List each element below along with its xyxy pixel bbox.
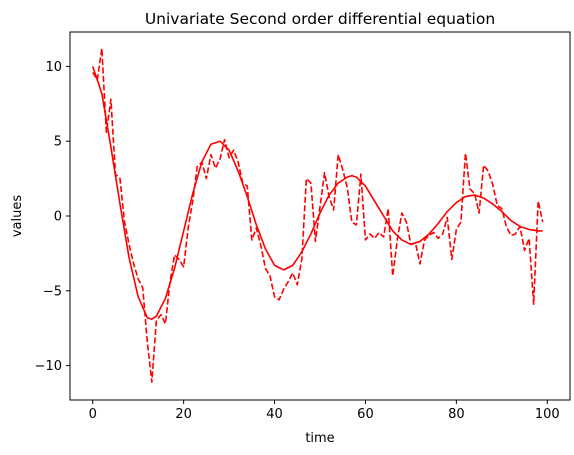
- x-tick-label: 0: [89, 407, 97, 422]
- series-line-1-solid: [91, 66, 543, 321]
- series-line-2-dashed: [92, 47, 544, 383]
- series-layer: [91, 47, 544, 383]
- x-tick-label: 100: [535, 407, 560, 422]
- x-axis-label: time: [305, 431, 334, 446]
- plot-area-frame: [69, 31, 571, 401]
- y-tick-label: 0: [54, 210, 62, 225]
- y-tick-label: 10: [45, 60, 62, 75]
- x-tick-label: 40: [266, 407, 283, 422]
- x-tick-label: 20: [175, 407, 192, 422]
- y-tick-label: 5: [54, 135, 62, 150]
- y-axis-label: values: [10, 195, 25, 238]
- x-tick-label: 80: [448, 407, 465, 422]
- y-tick-label: −10: [35, 359, 62, 374]
- chart-title: Univariate Second order differential equ…: [145, 10, 495, 28]
- x-axis: 0 20 40 60 80 100: [89, 400, 560, 422]
- y-axis: −10 −5 0 5 10: [35, 60, 70, 374]
- y-tick-label: −5: [43, 284, 62, 299]
- x-tick-label: 60: [357, 407, 374, 422]
